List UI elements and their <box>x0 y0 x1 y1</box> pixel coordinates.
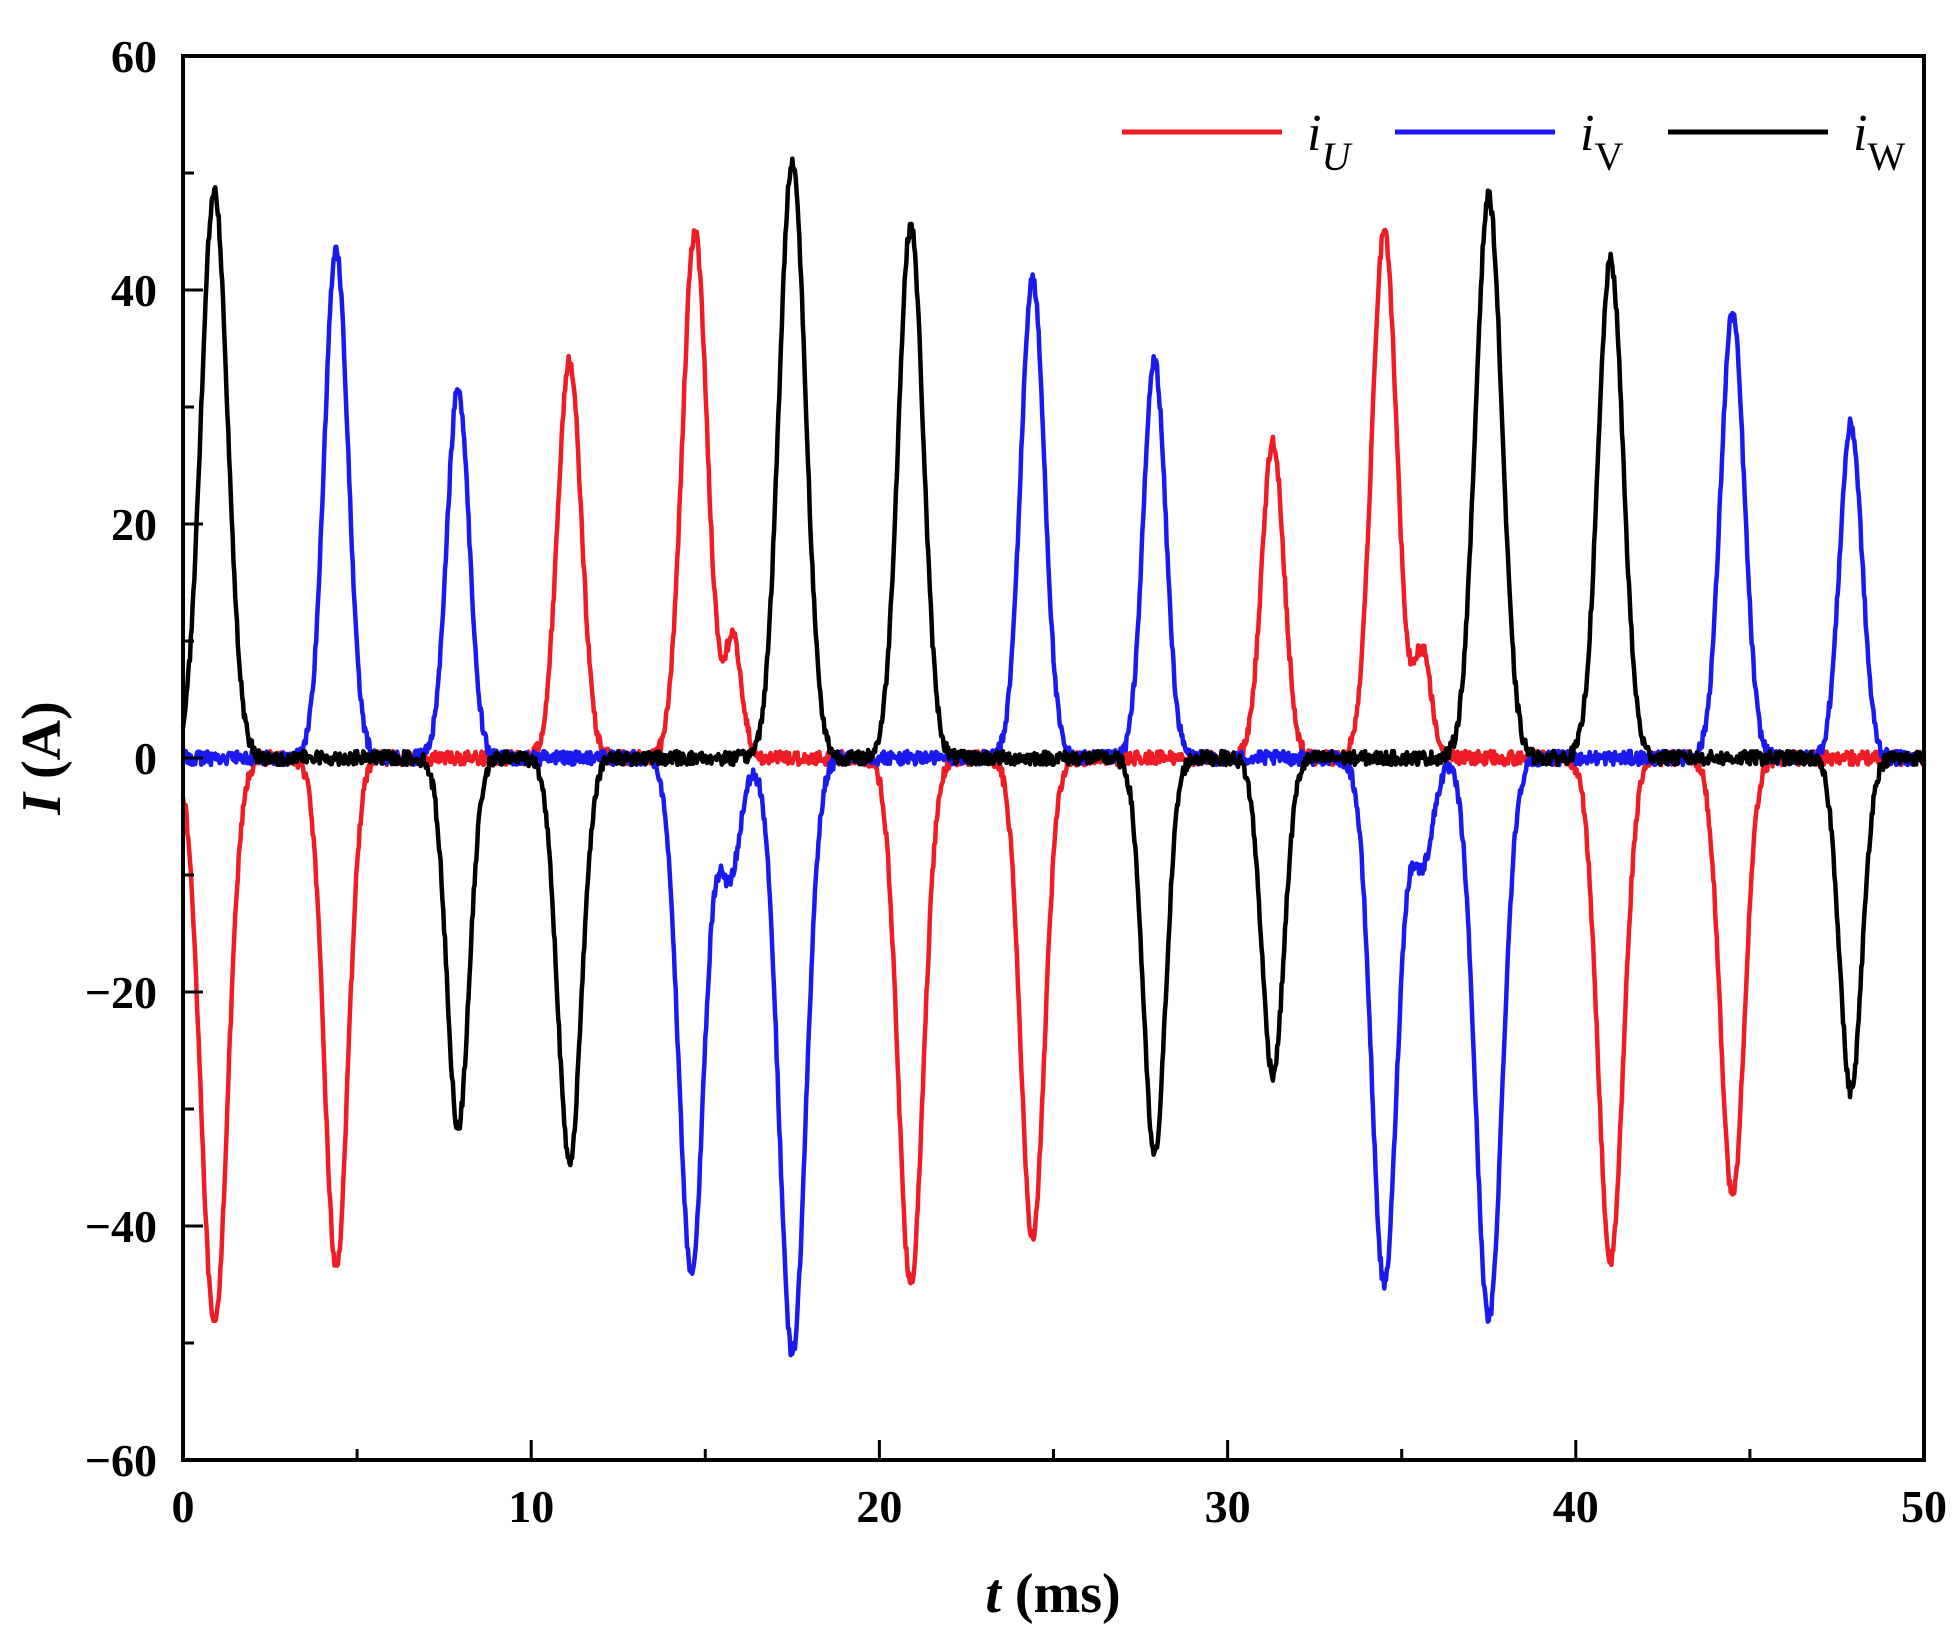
y-tick-label: 40 <box>111 265 157 316</box>
y-tick-label: −20 <box>85 967 157 1018</box>
y-tick-label: 60 <box>111 31 157 82</box>
y-axis-label: I (A) <box>11 701 73 816</box>
legend-label-iV: iV <box>1580 105 1623 179</box>
series-line-iV <box>180 244 1927 1358</box>
legend-label-iW: iW <box>1853 105 1905 179</box>
axis-ticks <box>181 54 1926 1462</box>
series-line-iW <box>180 156 1927 1168</box>
x-tick-label: 20 <box>856 1481 902 1532</box>
plot-lines <box>180 156 1927 1358</box>
legend-label-iU: iU <box>1307 105 1353 179</box>
tick-labels: 0 10 20 30 40 50 60 40 20 0 −20 −40 −60 <box>85 31 1947 1532</box>
y-tick-label: −60 <box>85 1435 157 1486</box>
x-tick-label: 50 <box>1901 1481 1947 1532</box>
y-tick-label: 0 <box>134 733 157 784</box>
y-tick-label: 20 <box>111 499 157 550</box>
x-tick-label: 0 <box>172 1481 195 1532</box>
y-tick-label: −40 <box>85 1201 157 1252</box>
x-tick-label: 10 <box>508 1481 554 1532</box>
x-axis-label: t (ms) <box>985 1563 1120 1625</box>
x-tick-label: 40 <box>1553 1481 1599 1532</box>
legend: iU iV iW <box>1122 105 1905 179</box>
series-line-iU <box>180 227 1927 1324</box>
x-tick-label: 30 <box>1205 1481 1251 1532</box>
